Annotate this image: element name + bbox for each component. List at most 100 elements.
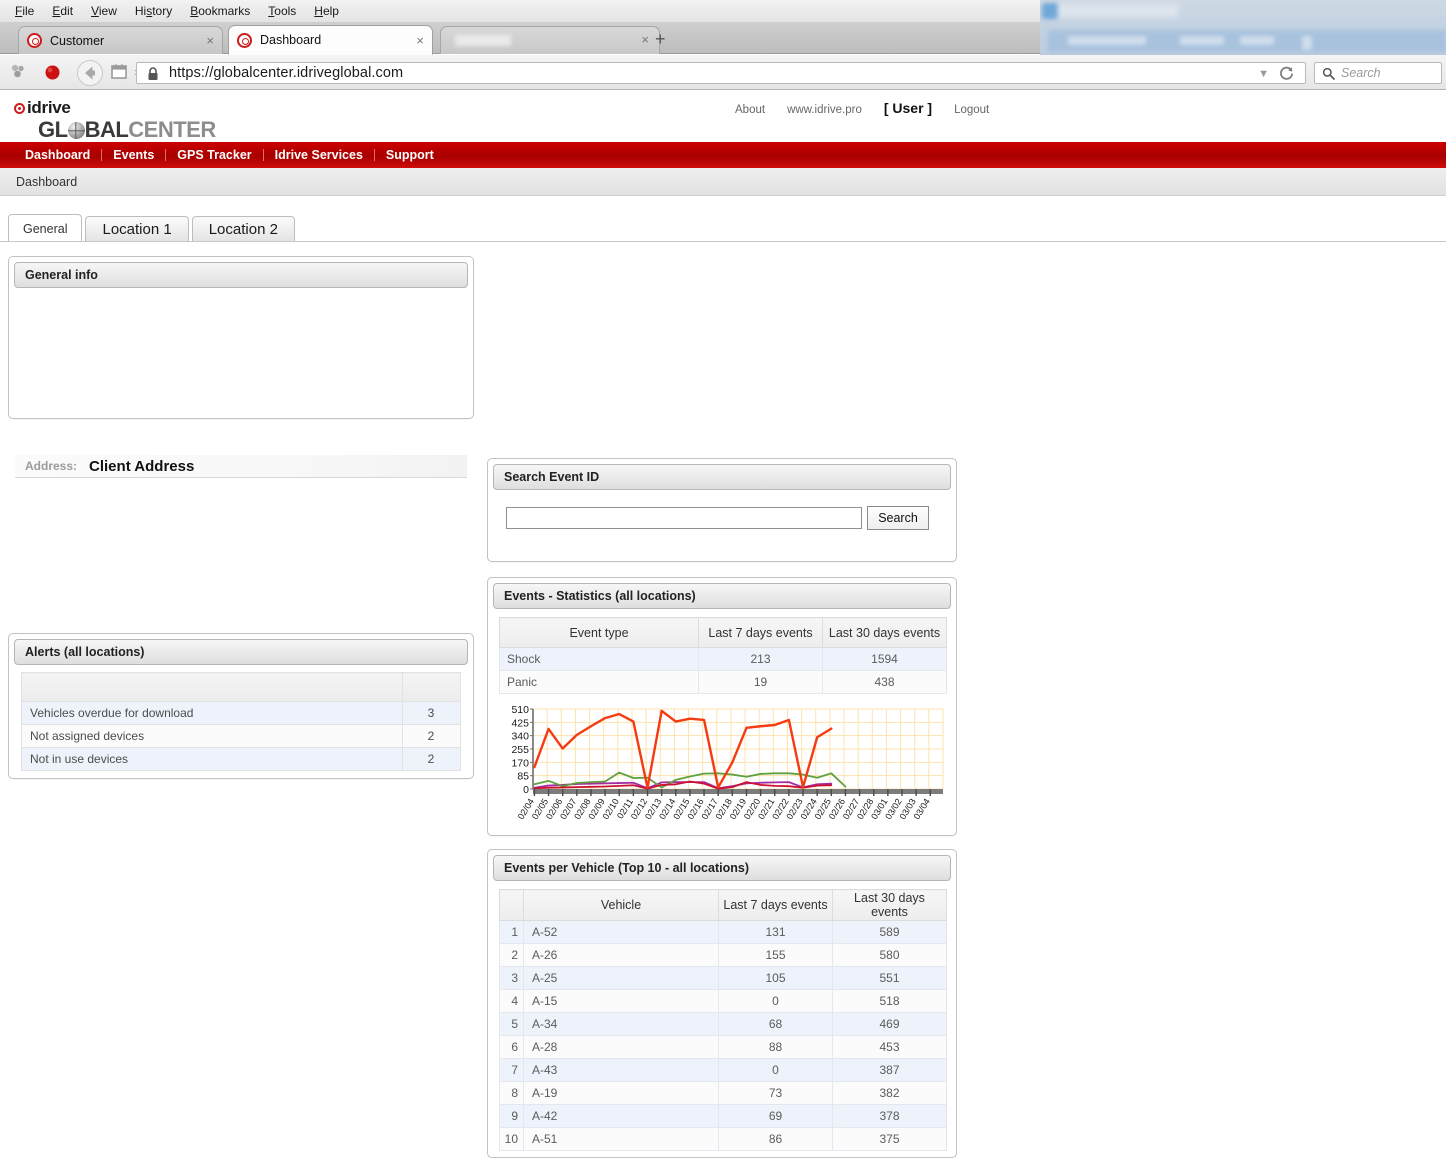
stats-col-last30: Last 30 days events bbox=[822, 617, 947, 648]
vehicle-last30: 382 bbox=[832, 1081, 947, 1105]
browser-search-box[interactable]: Search bbox=[1314, 62, 1442, 84]
table-row[interactable]: 2 A-26 155 580 bbox=[499, 943, 947, 967]
table-row[interactable]: 8 A-19 73 382 bbox=[499, 1081, 947, 1105]
vehicle-rank: 9 bbox=[499, 1104, 524, 1128]
nav-item-idrive-services[interactable]: Idrive Services bbox=[264, 149, 375, 161]
menu-bar: File Edit View History Bookmarks Tools H… bbox=[0, 0, 1040, 22]
vehicle-last7: 131 bbox=[718, 920, 833, 944]
panel-title: Events - Statistics (all locations) bbox=[493, 583, 951, 609]
lock-icon bbox=[146, 66, 160, 82]
site-logo[interactable]: idrive GL BALCENTER bbox=[14, 98, 216, 143]
vehicle-last30: 469 bbox=[832, 1012, 947, 1036]
event-last7: 213 bbox=[698, 647, 823, 671]
background-window-title bbox=[1058, 4, 1178, 18]
menu-item-tools[interactable]: Tools bbox=[268, 4, 297, 18]
table-header-row: Event type Last 7 days events Last 30 da… bbox=[499, 617, 947, 648]
menu-item-help[interactable]: Help bbox=[314, 4, 339, 18]
close-icon[interactable]: × bbox=[206, 33, 214, 48]
browser-tab-label-blurred bbox=[455, 35, 511, 46]
vehicle-rank: 10 bbox=[499, 1127, 524, 1151]
event-last30: 438 bbox=[822, 670, 947, 694]
browser-tab-partial[interactable]: × bbox=[440, 26, 660, 54]
tab-location-2[interactable]: Location 2 bbox=[191, 216, 295, 242]
vehicle-last7: 73 bbox=[718, 1081, 833, 1105]
new-tab-button[interactable]: + bbox=[655, 29, 666, 49]
nav-item-events[interactable]: Events bbox=[102, 149, 167, 161]
table-row[interactable]: Vehicles overdue for download 3 bbox=[21, 701, 461, 725]
site-identity-icon[interactable] bbox=[110, 63, 129, 82]
site-header: idrive GL BALCENTER bbox=[0, 90, 1446, 142]
tab-general[interactable]: General bbox=[8, 214, 83, 242]
alerts-col-label bbox=[21, 672, 403, 702]
page-content: General Location 1 Location 2 General in… bbox=[0, 196, 1446, 1158]
table-row[interactable]: Not assigned devices 2 bbox=[21, 724, 461, 748]
back-arrow-icon[interactable] bbox=[76, 59, 104, 87]
search-button[interactable]: Search bbox=[867, 506, 929, 530]
url-bar[interactable]: https://globalcenter.idriveglobal.com ▼ bbox=[136, 62, 1306, 84]
event-last7: 19 bbox=[698, 670, 823, 694]
table-row[interactable]: 5 A-34 68 469 bbox=[499, 1012, 947, 1036]
table-header-row bbox=[21, 672, 461, 702]
record-icon[interactable] bbox=[44, 64, 61, 81]
vehicle-last7: 88 bbox=[718, 1035, 833, 1059]
tab-location-1[interactable]: Location 1 bbox=[85, 216, 189, 242]
browser-tab-customer[interactable]: Customer × bbox=[18, 26, 223, 54]
search-row: Search bbox=[506, 506, 929, 530]
menu-item-edit[interactable]: Edit bbox=[52, 4, 74, 18]
menu-item-history[interactable]: History bbox=[134, 4, 173, 18]
veh-col-last7: Last 7 days events bbox=[718, 889, 833, 921]
table-row[interactable]: 1 A-52 131 589 bbox=[499, 920, 947, 944]
vehicle-name: A-43 bbox=[523, 1058, 719, 1082]
vehicle-rank: 2 bbox=[499, 943, 524, 967]
close-icon[interactable]: × bbox=[416, 32, 424, 48]
util-link-website[interactable]: www.idrive.pro bbox=[787, 104, 862, 116]
vehicle-name: A-52 bbox=[523, 920, 719, 944]
panel-title: Search Event ID bbox=[493, 464, 951, 490]
menu-item-view[interactable]: View bbox=[91, 4, 117, 18]
nav-item-gps-tracker[interactable]: GPS Tracker bbox=[166, 149, 264, 161]
event-last30: 1594 bbox=[822, 647, 947, 671]
util-link-about[interactable]: About bbox=[735, 104, 766, 116]
vehicle-rank: 4 bbox=[499, 989, 524, 1013]
chart-y-tick-label: 255 bbox=[511, 744, 529, 756]
events-statistics-table: Event type Last 7 days events Last 30 da… bbox=[499, 617, 947, 694]
table-row[interactable]: 4 A-15 0 518 bbox=[499, 989, 947, 1013]
events-trend-chart: 0 85 170 255 340 425 510 02/04 02/05 02/06 02/07 02… bbox=[488, 703, 958, 835]
reload-icon[interactable] bbox=[1278, 65, 1295, 82]
browser-tab-dashboard[interactable]: Dashboard × bbox=[228, 25, 433, 55]
search-icon bbox=[1322, 67, 1335, 80]
chart-series-shock bbox=[533, 709, 833, 789]
nav-item-support[interactable]: Support bbox=[385, 148, 434, 162]
table-row[interactable]: 9 A-42 69 378 bbox=[499, 1104, 947, 1128]
table-row[interactable]: 6 A-28 88 453 bbox=[499, 1035, 947, 1059]
vehicle-last30: 387 bbox=[832, 1058, 947, 1082]
table-row[interactable]: Panic 19 438 bbox=[499, 670, 947, 694]
chart-y-tick-label: 85 bbox=[517, 771, 529, 783]
vehicle-name: A-19 bbox=[523, 1081, 719, 1105]
vehicle-last30: 551 bbox=[832, 966, 947, 990]
vehicle-last7: 0 bbox=[718, 989, 833, 1013]
util-user-badge[interactable]: [ User ] bbox=[883, 100, 933, 116]
background-window-icon bbox=[1042, 3, 1058, 19]
stats-col-last7: Last 7 days events bbox=[698, 617, 823, 648]
vehicle-name: A-25 bbox=[523, 966, 719, 990]
dropdown-arrow-icon[interactable]: ▼ bbox=[1258, 68, 1269, 80]
util-link-logout[interactable]: Logout bbox=[954, 104, 990, 116]
table-row[interactable]: 3 A-25 105 551 bbox=[499, 966, 947, 990]
table-row[interactable]: 10 A-51 86 375 bbox=[499, 1127, 947, 1151]
page-tab-strip: General Location 1 Location 2 bbox=[8, 214, 298, 242]
table-row[interactable]: Shock 213 1594 bbox=[499, 647, 947, 671]
search-event-id-input[interactable] bbox=[506, 507, 862, 529]
bookmark-icon[interactable] bbox=[10, 63, 28, 81]
nav-item-dashboard[interactable]: Dashboard bbox=[14, 149, 103, 161]
event-type: Panic bbox=[499, 670, 699, 694]
chart-y-tick-label: 340 bbox=[511, 731, 529, 743]
close-icon[interactable]: × bbox=[641, 32, 649, 47]
panel-title: Alerts (all locations) bbox=[14, 639, 468, 665]
vehicle-name: A-42 bbox=[523, 1104, 719, 1128]
vehicle-last7: 0 bbox=[718, 1058, 833, 1082]
table-row[interactable]: 7 A-43 0 387 bbox=[499, 1058, 947, 1082]
menu-item-bookmarks[interactable]: Bookmarks bbox=[190, 4, 251, 18]
table-row[interactable]: Not in use devices 2 bbox=[21, 747, 461, 771]
menu-item-file[interactable]: File bbox=[15, 4, 35, 18]
